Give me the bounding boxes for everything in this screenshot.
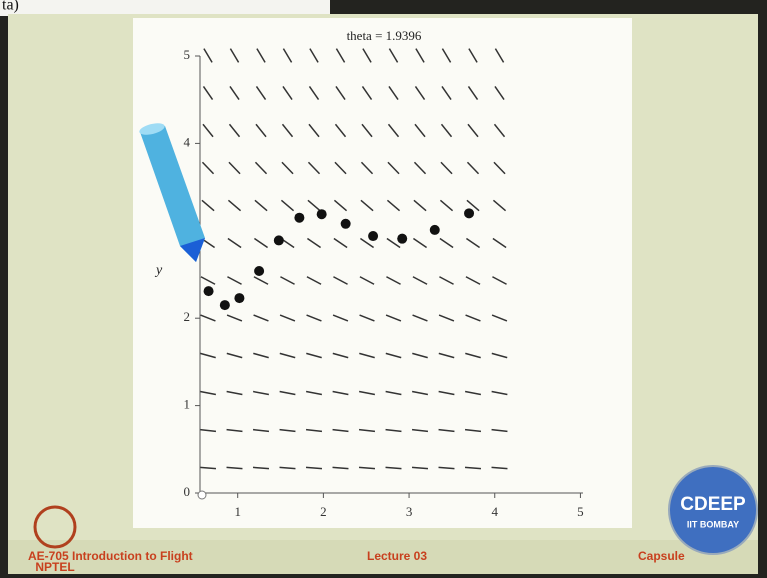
point xyxy=(368,231,378,241)
point xyxy=(274,235,284,245)
point xyxy=(294,213,304,223)
y-tick-label: 2 xyxy=(184,309,191,324)
capsule-text: Capsule xyxy=(638,549,685,563)
header-fragment: ta) xyxy=(2,0,19,14)
point xyxy=(234,293,244,303)
y-axis-label: y xyxy=(154,263,163,278)
y-tick-label: 0 xyxy=(184,484,191,499)
lecture-text: Lecture 03 xyxy=(367,549,427,563)
frame: ta) theta = 1.9396 y 12345012345 NPTEL A… xyxy=(0,0,767,578)
point xyxy=(341,219,351,229)
cdeep-sub: IIT BOMBAY xyxy=(687,519,739,529)
chart-title: theta = 1.9396 xyxy=(347,28,422,43)
origin-marker xyxy=(198,491,206,499)
point xyxy=(204,286,214,296)
y-tick-label: 4 xyxy=(184,134,191,149)
point xyxy=(254,266,264,276)
plot-panel xyxy=(133,18,632,528)
point xyxy=(464,208,474,218)
x-tick-label: 4 xyxy=(491,504,498,519)
point xyxy=(430,225,440,235)
x-tick-label: 1 xyxy=(234,504,241,519)
y-tick-label: 1 xyxy=(184,397,191,412)
point xyxy=(317,209,327,219)
x-tick-label: 5 xyxy=(577,504,584,519)
cdeep-text: CDEEP xyxy=(680,494,746,515)
page: ta) theta = 1.9396 y 12345012345 NPTEL A… xyxy=(0,0,767,578)
x-tick-label: 3 xyxy=(406,504,413,519)
x-tick-label: 2 xyxy=(320,504,327,519)
y-tick-label: 5 xyxy=(184,47,191,62)
course-text: AE-705 Introduction to Flight xyxy=(28,549,193,563)
point xyxy=(397,234,407,244)
point xyxy=(220,300,230,310)
top-strip xyxy=(0,0,330,16)
